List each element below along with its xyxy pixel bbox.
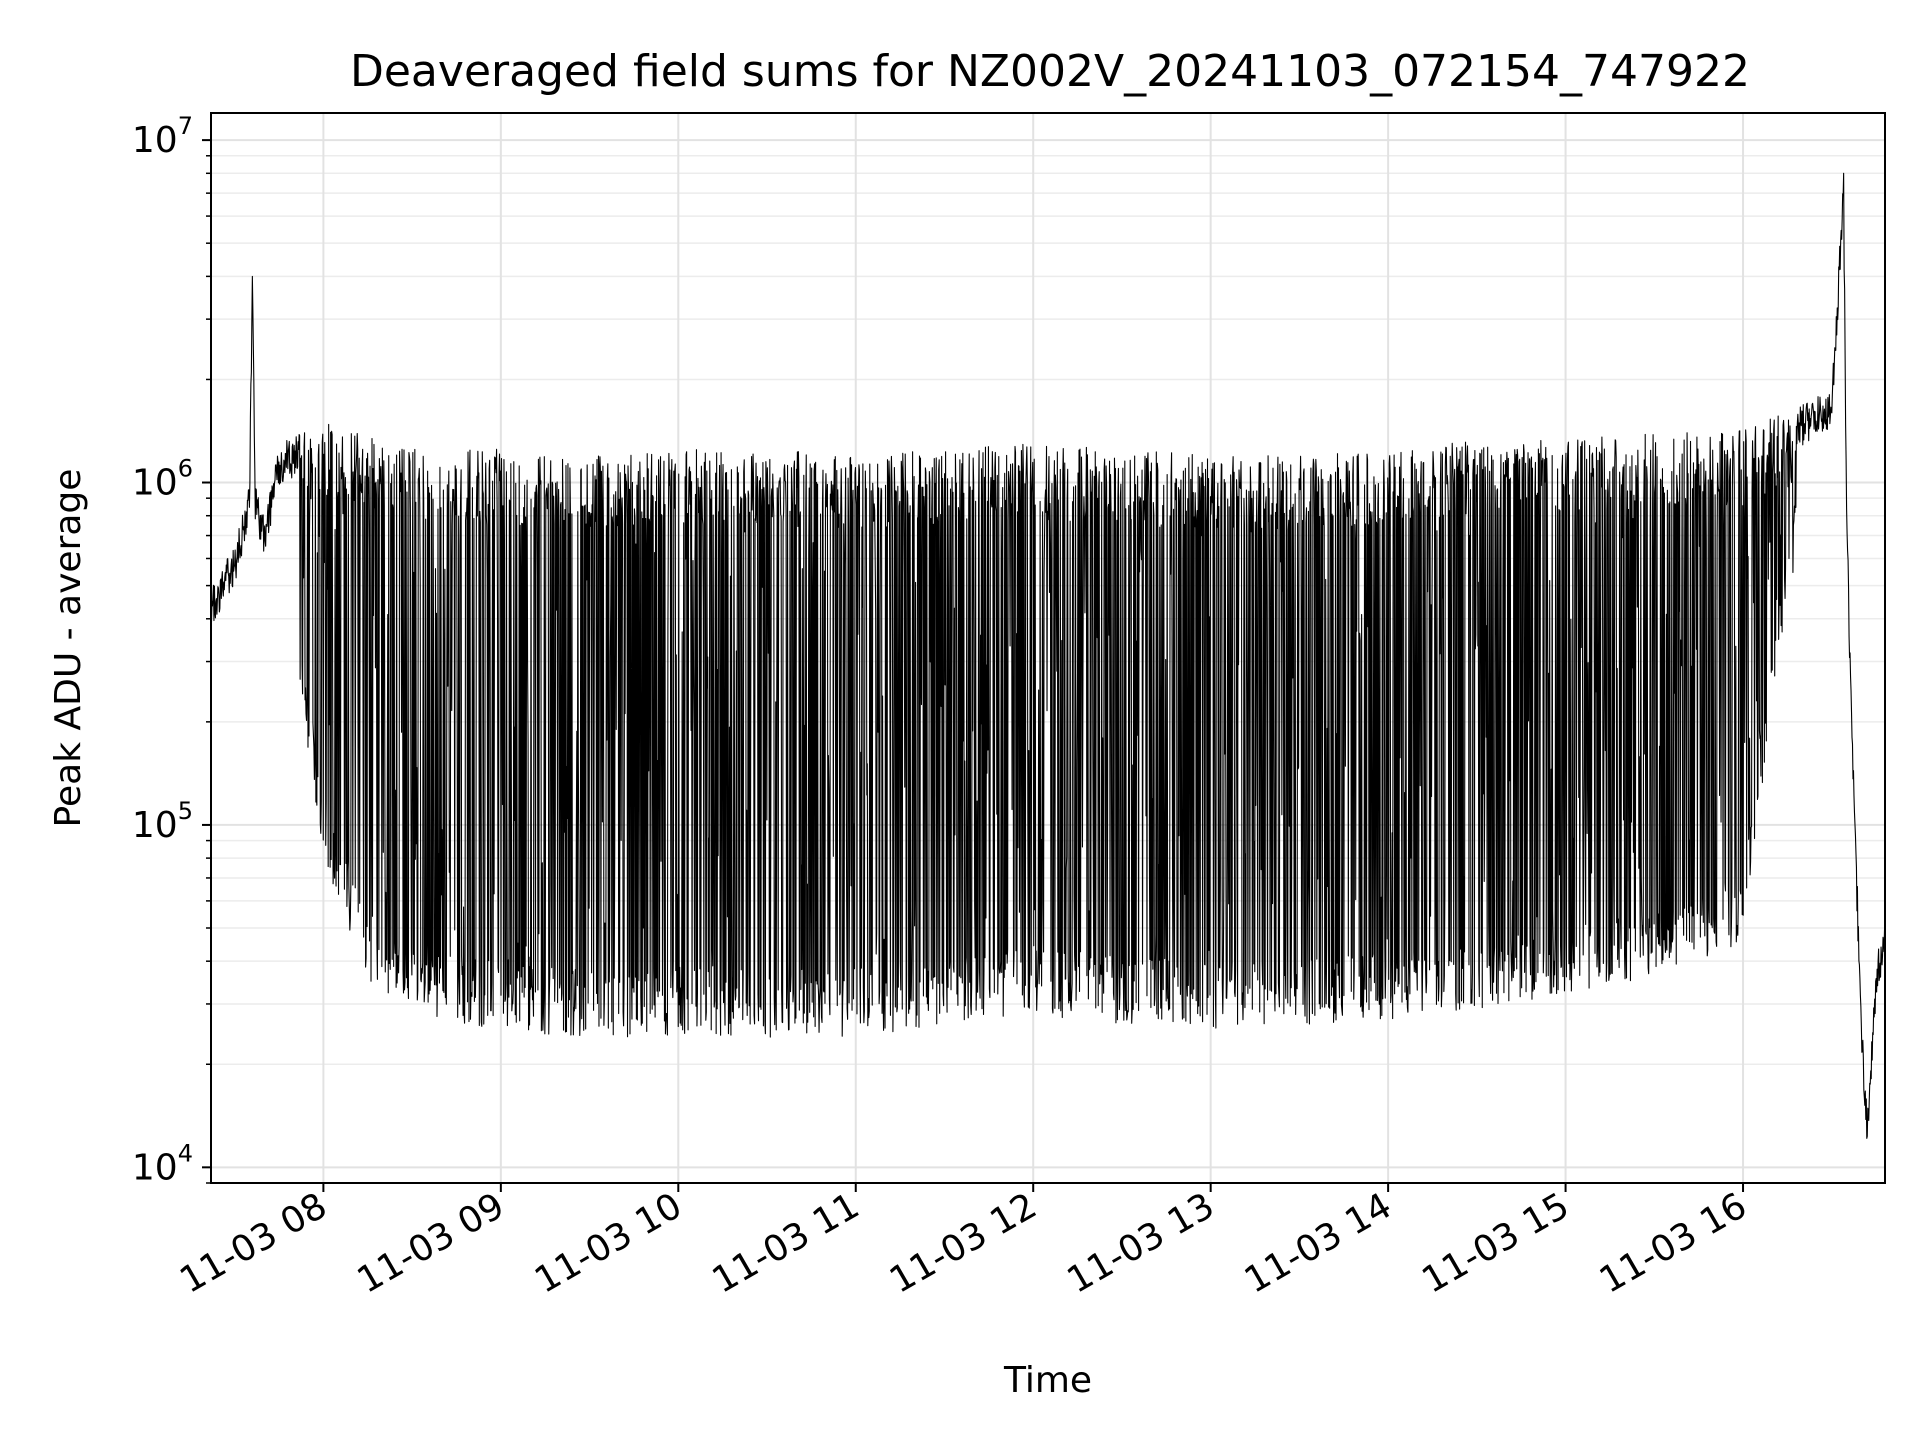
y-tick-label: 104 — [132, 1139, 193, 1188]
plot-frame — [210, 112, 1886, 1184]
y-tick-exponent: 5 — [178, 797, 193, 825]
y-tick-label: 105 — [132, 797, 193, 846]
y-tick-exponent: 7 — [178, 112, 193, 140]
y-tick-base: 10 — [132, 805, 178, 846]
chart-title: Deaveraged field sums for NZ002V_2024110… — [350, 46, 1750, 97]
y-tick-label: 106 — [132, 455, 193, 504]
y-axis-label: Peak ADU - average — [48, 469, 89, 828]
x-axis-label: Time — [1003, 1360, 1092, 1401]
y-tick-base: 10 — [132, 120, 178, 161]
y-tick-exponent: 6 — [178, 455, 193, 483]
data-layer — [210, 172, 1886, 1139]
series-line — [210, 172, 1886, 1139]
y-tick-base: 10 — [132, 463, 178, 504]
y-tick-base: 10 — [132, 1147, 178, 1188]
y-tick-exponent: 4 — [178, 1139, 193, 1167]
y-tick-label: 107 — [132, 112, 193, 161]
